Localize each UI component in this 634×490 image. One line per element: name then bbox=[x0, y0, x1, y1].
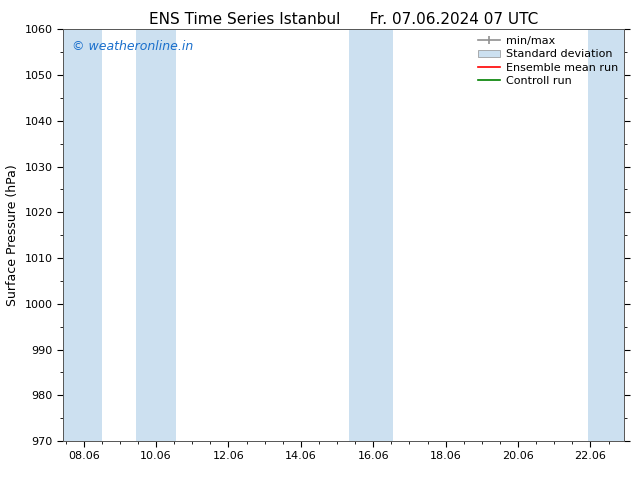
Text: © weatheronline.in: © weatheronline.in bbox=[72, 40, 193, 53]
Bar bbox=[349, 29, 393, 441]
Bar bbox=[63, 29, 102, 441]
Legend: min/max, Standard deviation, Ensemble mean run, Controll run: min/max, Standard deviation, Ensemble me… bbox=[474, 32, 622, 91]
Title: ENS Time Series Istanbul      Fr. 07.06.2024 07 UTC: ENS Time Series Istanbul Fr. 07.06.2024 … bbox=[150, 12, 538, 27]
Bar bbox=[588, 29, 624, 441]
Bar bbox=[136, 29, 176, 441]
Y-axis label: Surface Pressure (hPa): Surface Pressure (hPa) bbox=[6, 164, 19, 306]
